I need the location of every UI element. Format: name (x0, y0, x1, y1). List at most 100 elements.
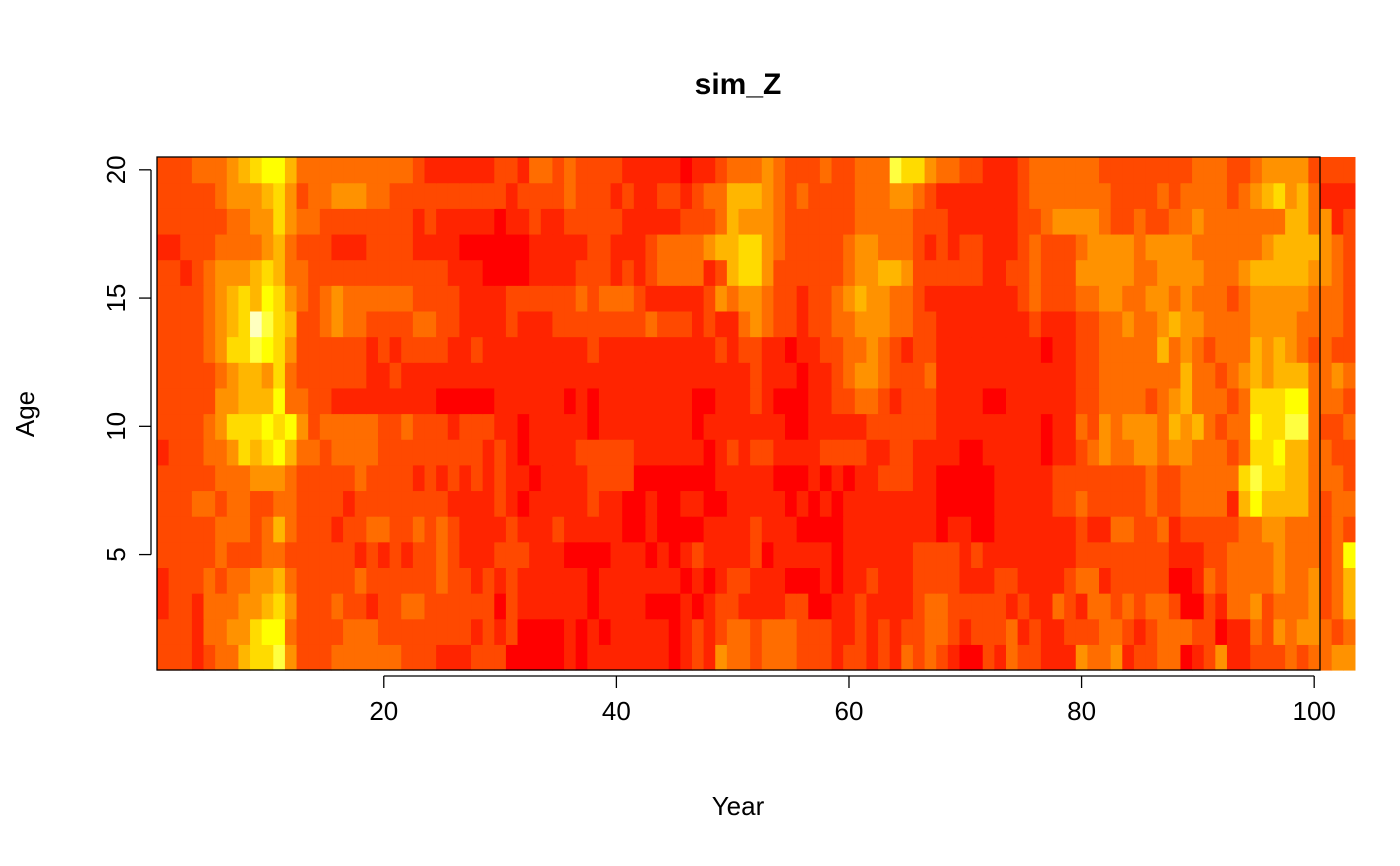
heatmap-cell (668, 413, 681, 440)
heatmap-cell (331, 516, 344, 543)
heatmap-cell (366, 157, 379, 184)
heatmap-cell (1099, 464, 1112, 492)
heatmap-cell (971, 233, 984, 261)
heatmap-cell (750, 157, 763, 184)
heatmap-cell (1029, 233, 1042, 261)
heatmap-cell (1040, 310, 1054, 338)
heatmap-cell (1029, 182, 1042, 209)
heatmap-cell (1226, 285, 1240, 312)
heatmap-cell (447, 490, 460, 517)
heatmap-cell (284, 310, 298, 338)
heatmap-cell (1203, 541, 1216, 568)
heatmap-cell (738, 387, 751, 415)
heatmap-cell (552, 618, 565, 645)
heatmap-cell (1052, 259, 1065, 286)
heatmap-cell (168, 516, 181, 543)
heatmap-cell (1203, 336, 1216, 363)
heatmap-cell (494, 259, 507, 286)
heatmap-cell (238, 310, 251, 338)
heatmap-cell (657, 259, 670, 286)
heatmap-cell (436, 310, 449, 338)
heatmap-cell (1017, 644, 1030, 671)
heatmap-cell (738, 310, 751, 338)
heatmap-cell (680, 464, 693, 492)
heatmap-cell (168, 285, 181, 312)
heatmap-cell (1203, 182, 1216, 209)
heatmap-cell (1075, 567, 1088, 594)
heatmap-cell (1075, 541, 1088, 568)
heatmap-cell (645, 541, 658, 568)
heatmap-cell (564, 233, 577, 261)
heatmap-cell (1250, 516, 1263, 543)
heatmap-cell (587, 310, 600, 338)
heatmap-cell (343, 362, 356, 389)
heatmap-cell (971, 157, 984, 184)
heatmap-cell (575, 157, 588, 184)
heatmap-cell (854, 387, 868, 415)
heatmap-cell (622, 541, 635, 568)
heatmap-cell (1133, 259, 1147, 286)
heatmap-cell (622, 285, 635, 312)
heatmap-cell (738, 182, 751, 209)
heatmap-cell (773, 208, 786, 235)
heatmap-cell (1226, 310, 1240, 338)
heatmap-cell (924, 285, 937, 312)
heatmap-cell (1029, 336, 1042, 363)
heatmap-cell (471, 285, 484, 312)
heatmap-cell (564, 567, 577, 594)
heatmap-cell (994, 516, 1007, 543)
heatmap-cell (261, 208, 274, 235)
heatmap-cell (1226, 644, 1240, 671)
heatmap-cell (354, 439, 367, 466)
heatmap-cell (494, 362, 507, 389)
heatmap-cell (505, 387, 519, 415)
heatmap-cell (284, 541, 298, 568)
heatmap-cell (459, 464, 472, 492)
heatmap-cell (436, 516, 449, 543)
heatmap-cell (319, 516, 333, 543)
heatmap-cell (505, 413, 519, 440)
heatmap-cell (657, 644, 670, 671)
heatmap-cell (377, 464, 391, 492)
heatmap-cell (796, 208, 809, 235)
heatmap-cell (238, 362, 251, 389)
heatmap-cell (366, 259, 379, 286)
heatmap-cell (773, 644, 786, 671)
heatmap-cell (1040, 413, 1054, 440)
heatmap-cell (1145, 157, 1158, 184)
heatmap-cell (691, 516, 705, 543)
heatmap-cell (633, 567, 647, 594)
heatmap-cell (645, 285, 658, 312)
heatmap-cell (808, 387, 821, 415)
heatmap-cell (482, 233, 495, 261)
heatmap-cell (180, 233, 193, 261)
heatmap-cell (389, 182, 402, 209)
heatmap-cell (308, 285, 321, 312)
heatmap-cell (250, 464, 263, 492)
heatmap-cell (994, 490, 1007, 517)
heatmap-cell (319, 310, 333, 338)
heatmap-cell (947, 464, 961, 492)
heatmap-cell (215, 285, 228, 312)
heatmap-cell (261, 439, 274, 466)
heatmap-cell (1087, 490, 1100, 517)
heatmap-cell (284, 644, 298, 671)
heatmap-cell (1343, 233, 1356, 261)
heatmap-cell (1215, 644, 1228, 671)
heatmap-cell (1192, 618, 1205, 645)
heatmap-cell (226, 233, 240, 261)
heatmap-cell (1064, 490, 1077, 517)
heatmap-cell (157, 336, 170, 363)
heatmap-cell (517, 439, 530, 466)
heatmap-cell (1296, 593, 1309, 620)
heatmap-cell (1203, 516, 1216, 543)
heatmap-cell (1238, 567, 1251, 594)
heatmap-cell (471, 541, 484, 568)
heatmap-cell (296, 233, 309, 261)
heatmap-cell (517, 208, 530, 235)
heatmap-cell (1343, 208, 1356, 235)
heatmap-cell (668, 644, 681, 671)
heatmap-cell (575, 618, 588, 645)
heatmap-cell (738, 567, 751, 594)
heatmap-cell (529, 439, 542, 466)
